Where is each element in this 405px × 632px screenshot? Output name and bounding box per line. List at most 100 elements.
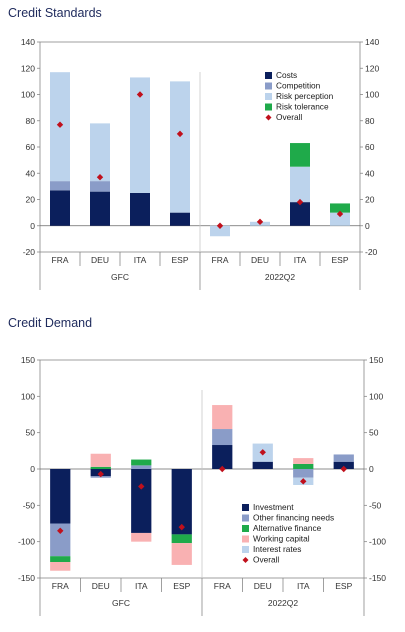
- bar-costs: [90, 191, 110, 226]
- y-tick-label-left: 100: [21, 90, 35, 100]
- y-tick-label-left: 100: [21, 391, 35, 401]
- category-label: ESP: [173, 581, 190, 591]
- category-label: ESP: [171, 255, 188, 265]
- legend-label: Interest rates: [253, 544, 301, 554]
- legend-swatch: [242, 504, 249, 511]
- bar-working-capital: [131, 532, 152, 542]
- category-label: DEU: [91, 255, 109, 265]
- overall-marker: [340, 465, 347, 473]
- category-label: ITA: [135, 581, 148, 591]
- bar-investment: [333, 461, 354, 469]
- credit-demand-chart: -150 -150 -100 -100 -50 -50 0 0 50 50 100 100 150 150…: [18, 355, 386, 616]
- overall-marker: [336, 210, 344, 218]
- credit-standards-chart: -20 -20 0 0 20 20 40 40 60 60 80 80 100 100 120 120 140 1…: [21, 37, 379, 290]
- y-tick-label-right: 50: [369, 428, 379, 438]
- legend-label: Other financing needs: [253, 513, 334, 523]
- legend-swatch: [242, 525, 249, 532]
- overall-marker: [219, 465, 226, 473]
- y-tick-label-right: 120: [365, 63, 379, 73]
- bar-other-financing-needs: [293, 469, 314, 478]
- legend-swatch: [265, 103, 272, 111]
- legend-label: Costs: [276, 70, 297, 80]
- bar-costs: [170, 212, 190, 226]
- bar-working-capital: [50, 562, 71, 571]
- y-tick-label-right: 150: [369, 355, 383, 365]
- bar-costs: [290, 202, 310, 226]
- y-tick-label-left: 50: [26, 428, 36, 438]
- category-label: FRA: [212, 255, 229, 265]
- category-label: ITA: [294, 255, 307, 265]
- y-tick-label-right: -150: [369, 573, 386, 583]
- bar-investment: [252, 461, 273, 469]
- bar-investment: [131, 469, 152, 533]
- bar-alternative-finance: [171, 534, 192, 544]
- bar-alternative-finance: [50, 556, 71, 563]
- overall-marker: [216, 222, 224, 229]
- y-tick-label-left: 80: [26, 116, 36, 126]
- legend-swatch: [242, 514, 249, 522]
- overall-marker: [259, 449, 266, 456]
- y-tick-label-right: -20: [365, 247, 378, 257]
- y-tick-label-right: 40: [365, 168, 375, 178]
- y-tick-label-left: -100: [18, 537, 35, 547]
- bar-other-financing-needs: [50, 523, 71, 557]
- category-label: FRA: [52, 581, 69, 591]
- bar-other-financing-needs: [131, 465, 152, 469]
- y-tick-label-left: 150: [21, 355, 35, 365]
- category-label: DEU: [251, 255, 269, 265]
- group-label: GFC: [112, 598, 130, 608]
- legend-label: Risk perception: [276, 91, 334, 101]
- category-label: DEU: [254, 581, 272, 591]
- legend-diamond: [265, 114, 272, 121]
- legend-swatch: [265, 93, 272, 100]
- y-tick-label-left: 140: [21, 37, 35, 47]
- category-label: ESP: [335, 581, 352, 591]
- legend-swatch: [265, 72, 272, 79]
- bar-alternative-finance: [131, 459, 152, 466]
- bar-risk-perception: [290, 166, 310, 203]
- legend-label: Competition: [276, 81, 321, 91]
- bar-costs: [50, 190, 70, 226]
- bar-investment: [171, 469, 192, 535]
- category-label: FRA: [52, 255, 69, 265]
- overall-marker: [57, 527, 64, 534]
- overall-marker: [300, 478, 307, 485]
- category-label: ESP: [331, 255, 348, 265]
- y-tick-label-left: 0: [30, 221, 35, 231]
- y-tick-label-right: 60: [365, 142, 375, 152]
- bar-risk-perception: [210, 225, 230, 237]
- overall-marker: [176, 130, 184, 138]
- bar-risk-perception: [130, 77, 150, 193]
- category-label: FRA: [214, 581, 231, 591]
- y-tick-label-left: 120: [21, 63, 35, 73]
- y-tick-label-left: 20: [26, 195, 36, 205]
- chart-title-credit-standards: Credit Standards: [8, 6, 102, 20]
- y-tick-label-left: -150: [18, 573, 35, 583]
- legend-swatch: [242, 535, 249, 543]
- category-label: ITA: [134, 255, 147, 265]
- legend-label: Risk tolerance: [276, 102, 329, 112]
- legend-label: Overall: [276, 112, 302, 122]
- y-tick-label-right: -100: [369, 537, 386, 547]
- bar-costs: [130, 192, 150, 226]
- y-tick-label-left: -20: [23, 247, 36, 257]
- group-label: GFC: [111, 272, 129, 282]
- y-tick-label-left: 40: [26, 168, 36, 178]
- bar-other-financing-needs: [212, 429, 233, 446]
- bar-working-capital: [171, 543, 192, 565]
- legend-label: Investment: [253, 502, 294, 512]
- y-tick-label-right: 0: [365, 221, 370, 231]
- bar-risk-perception: [330, 212, 350, 226]
- bar-working-capital: [293, 458, 314, 464]
- bar-competition: [90, 181, 110, 192]
- legend-label: Overall: [253, 555, 279, 565]
- bar-risk-perception: [170, 81, 190, 213]
- legend-swatch: [242, 546, 249, 553]
- bar-working-capital: [90, 453, 111, 467]
- bar-risk-tolerance: [330, 203, 350, 213]
- overall-marker: [97, 470, 104, 478]
- bar-competition: [50, 181, 70, 191]
- bar-risk-perception: [90, 123, 110, 182]
- chart-title-credit-demand: Credit Demand: [8, 316, 93, 330]
- y-tick-label-right: 80: [365, 116, 375, 126]
